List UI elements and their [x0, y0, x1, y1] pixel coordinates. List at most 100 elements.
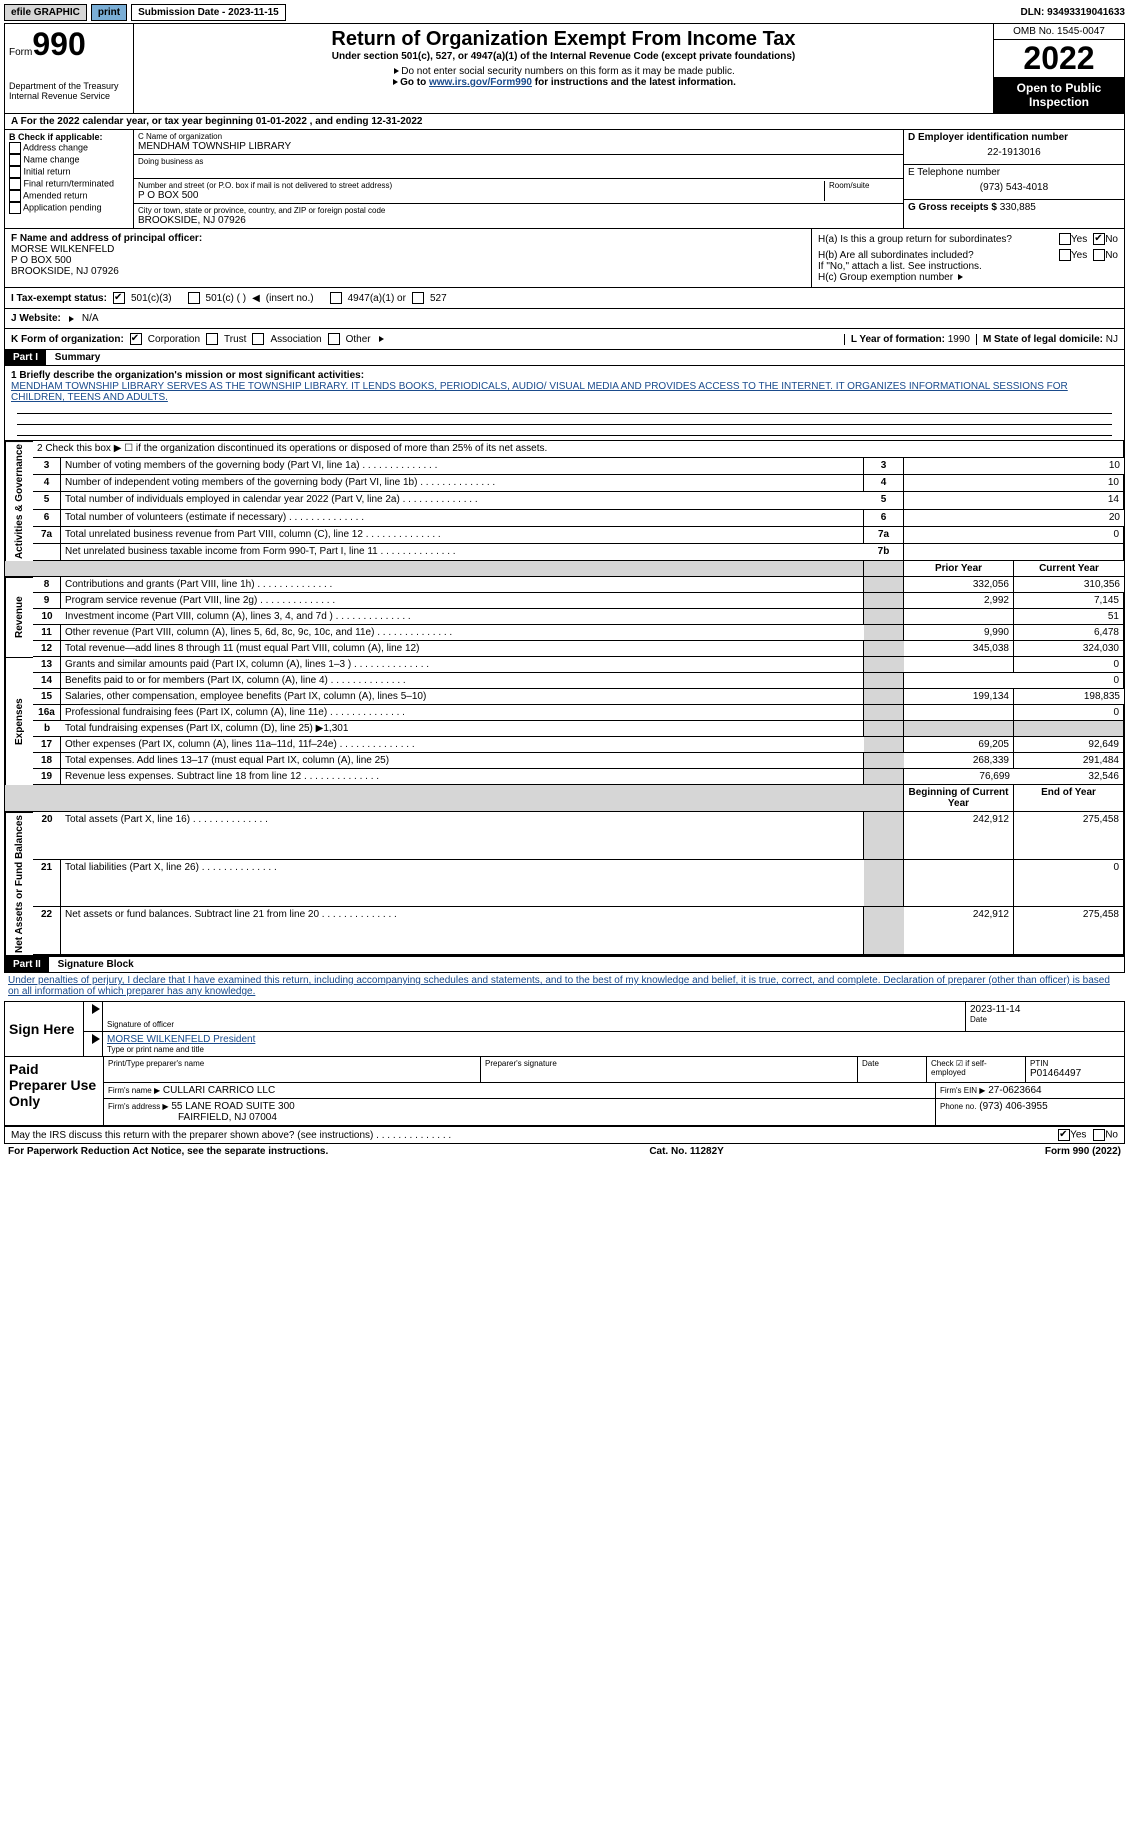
line-val: 10 [904, 458, 1124, 475]
line-val: 14 [904, 492, 1124, 509]
print-button[interactable]: print [91, 4, 127, 21]
prior-val: 76,699 [904, 769, 1014, 785]
part2-title: Signature Block [52, 959, 134, 970]
form-title: Return of Organization Exempt From Incom… [138, 28, 989, 51]
line-desc: Benefits paid to or for members (Part IX… [61, 673, 864, 689]
line-desc: Number of voting members of the governin… [61, 458, 864, 475]
label-no: No [1105, 234, 1118, 245]
pra-notice: For Paperwork Reduction Act Notice, see … [8, 1146, 328, 1157]
cb-trust[interactable] [206, 333, 218, 345]
cb-501c3[interactable] [113, 292, 125, 304]
cb-app-pending[interactable] [9, 202, 21, 214]
cb-name-change[interactable] [9, 154, 21, 166]
arrow-icon [393, 79, 398, 85]
prep-name-label: Print/Type preparer's name [108, 1059, 476, 1068]
curr-val: 0 [1014, 705, 1124, 721]
current-year-hdr: Current Year [1014, 561, 1124, 577]
label-final-return: Final return/terminated [24, 178, 115, 188]
line-desc: Total unrelated business revenue from Pa… [61, 527, 864, 544]
line-box: 4 [864, 475, 904, 492]
line2-text: 2 Check this box ▶ ☐ if the organization… [33, 441, 1124, 458]
cb-501c[interactable] [188, 292, 200, 304]
gross-receipts: 330,885 [1000, 202, 1036, 213]
ptin-label: PTIN [1030, 1059, 1120, 1068]
addr-label: Number and street (or P.O. box if mail i… [138, 181, 824, 190]
prior-val [904, 657, 1014, 673]
cb-final-return[interactable] [9, 178, 21, 190]
line-desc: Net unrelated business taxable income fr… [61, 544, 864, 561]
arrow-icon [92, 1034, 100, 1044]
arrow-icon [92, 1004, 100, 1014]
label-4947: 4947(a)(1) or [348, 293, 406, 304]
row-j: J Website: N/A [4, 309, 1125, 329]
cb-4947[interactable] [330, 292, 342, 304]
line-num: 7a [33, 527, 61, 544]
curr-val: 51 [1014, 609, 1124, 625]
phone: (973) 543-4018 [908, 178, 1120, 197]
tax-exempt-label: I Tax-exempt status: [11, 293, 107, 304]
firm-ein: 27-0623664 [988, 1085, 1041, 1096]
arrow-icon [379, 336, 384, 342]
cb-ha-no[interactable] [1093, 233, 1105, 245]
line-desc: Number of independent voting members of … [61, 475, 864, 492]
cb-discuss-no[interactable] [1093, 1129, 1105, 1141]
line-desc: Program service revenue (Part VIII, line… [61, 593, 864, 609]
sidelabel-netassets: Net Assets or Fund Balances [5, 812, 33, 955]
cb-527[interactable] [412, 292, 424, 304]
cb-hb-no[interactable] [1093, 249, 1105, 261]
cb-address-change[interactable] [9, 142, 21, 154]
prior-val [904, 673, 1014, 689]
note-goto-suffix: for instructions and the latest informat… [532, 77, 736, 88]
curr-val: 0 [1014, 657, 1124, 673]
curr-val: 0 [1014, 860, 1124, 908]
irs-link[interactable]: www.irs.gov/Form990 [429, 77, 532, 88]
sig-date: 2023-11-14 [970, 1004, 1120, 1015]
paid-prep-label: Paid Preparer Use Only [5, 1057, 104, 1125]
date-label: Date [970, 1015, 1120, 1024]
sidelabel-expenses: Expenses [5, 657, 33, 785]
ha-label: H(a) Is this a group return for subordin… [818, 234, 1059, 245]
form-org-label: K Form of organization: [11, 334, 124, 345]
line-desc: Total fundraising expenses (Part IX, col… [61, 721, 864, 737]
line-val: 0 [904, 527, 1124, 544]
line-val: 10 [904, 475, 1124, 492]
officer-typed-name: MORSE WILKENFELD President [107, 1034, 1120, 1045]
cb-hb-yes[interactable] [1059, 249, 1071, 261]
label-trust: Trust [224, 334, 246, 345]
cb-amended[interactable] [9, 190, 21, 202]
state-domicile: NJ [1106, 334, 1118, 345]
cb-initial-return[interactable] [9, 166, 21, 178]
line-desc: Total number of volunteers (estimate if … [61, 510, 864, 527]
form-footer: Form 990 (2022) [1045, 1146, 1121, 1157]
cb-other[interactable] [328, 333, 340, 345]
discuss-row: May the IRS discuss this return with the… [4, 1127, 1125, 1144]
line-desc: Grants and similar amounts paid (Part IX… [61, 657, 864, 673]
cb-assoc[interactable] [252, 333, 264, 345]
gross-label: G Gross receipts $ [908, 202, 997, 213]
curr-val: 0 [1014, 673, 1124, 689]
line-desc: Total expenses. Add lines 13–17 (must eq… [61, 753, 864, 769]
cb-discuss-yes[interactable] [1058, 1129, 1070, 1141]
discuss-text: May the IRS discuss this return with the… [11, 1130, 451, 1141]
efile-label: efile GRAPHIC [4, 4, 87, 21]
row-i: I Tax-exempt status: 501(c)(3) 501(c) ( … [4, 288, 1125, 309]
curr-val: 198,835 [1014, 689, 1124, 705]
prior-val [904, 609, 1014, 625]
prep-sig-label: Preparer's signature [485, 1059, 853, 1068]
prior-val [904, 860, 1014, 908]
boy-hdr: Beginning of Current Year [904, 785, 1014, 812]
year-formation: 1990 [948, 334, 970, 345]
officer-name: MORSE WILKENFELD [11, 244, 805, 255]
part2-header: Part II [5, 957, 49, 972]
omb-number: OMB No. 1545-0047 [994, 24, 1124, 40]
line-val [904, 544, 1124, 561]
line-desc: Contributions and grants (Part VIII, lin… [61, 577, 864, 593]
prior-val: 2,992 [904, 593, 1014, 609]
line-desc: Investment income (Part VIII, column (A)… [61, 609, 864, 625]
website-label: J Website: [11, 313, 61, 324]
dept-irs: Internal Revenue Service [9, 91, 129, 101]
officer-label: F Name and address of principal officer: [11, 233, 805, 244]
cb-ha-yes[interactable] [1059, 233, 1071, 245]
city-label: City or town, state or province, country… [138, 206, 899, 215]
cb-corp[interactable] [130, 333, 142, 345]
